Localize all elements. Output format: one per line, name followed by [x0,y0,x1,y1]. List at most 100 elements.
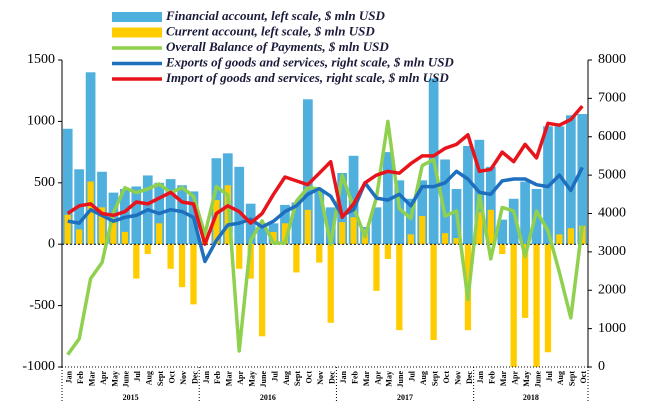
bar [371,207,382,245]
x-tick-label: Oct [579,371,588,384]
legend-label: Financial account, left scale, $ mln USD [165,8,385,23]
x-tick-label: May [522,371,531,387]
x-tick-label: Sept [293,371,302,386]
x-tick-label: Aug [419,371,428,385]
bar [87,181,94,245]
bar [533,244,540,367]
bar [167,244,174,269]
bar [485,166,496,245]
bar [156,223,163,245]
y2-tick-label: 4000 [598,206,626,221]
legend-swatch [112,27,162,38]
x-tick-label: Feb [213,370,222,383]
y-tick-label: 1500 [27,52,55,67]
bar [521,244,529,318]
bar [497,219,508,245]
bar [325,207,336,245]
legend-label: Current account, left scale, $ mln USD [166,23,375,38]
x-tick-label: Jul [408,370,417,381]
x-tick-label: Aug [556,371,565,385]
x-tick-label: Mar [499,371,508,387]
y-tick-label: -1000 [22,359,55,374]
x-tick-label: June [533,371,542,388]
bar [64,214,71,245]
x-tick-label: Apr [236,371,245,385]
year-label: 2016 [260,393,276,401]
bar [396,244,403,331]
bar [62,128,73,245]
x-tick-label: Sept [430,371,439,386]
bar [234,166,245,245]
x-tick-label: June [122,371,131,388]
x-tick-label: Jul [133,370,142,381]
x-tick-label: Jul [270,370,279,381]
bar [487,209,494,245]
year-label: 2015 [123,393,139,401]
bar [121,231,129,245]
bar [556,234,563,245]
bar [339,222,346,245]
bar [133,244,140,279]
x-tick-label: Feb [76,370,85,383]
x-tick-label: Jan [65,370,74,383]
x-tick-label: Jan [476,370,485,383]
y2-tick-label: 5000 [598,167,626,182]
x-tick-label: Apr [99,371,108,385]
bar [291,202,302,245]
x-tick-label: Mar [87,371,96,387]
x-tick-label: Dec [190,371,199,384]
bar [508,198,519,245]
x-tick-label: May [248,371,257,387]
legend-label: Exports of goods and services, right sca… [165,54,454,69]
x-tick-label: May [385,371,394,387]
bar [258,244,266,337]
bar [98,207,106,245]
bar [440,159,450,245]
y2-tick-label: 1000 [598,321,626,336]
x-tick-label: Jul [545,370,554,381]
bar [110,218,117,245]
bar [270,231,277,245]
bar [476,212,483,245]
bar [177,185,187,245]
x-tick-label: Dec [465,371,474,384]
y2-tick-label: 7000 [598,91,626,106]
bar [236,244,243,269]
bar [417,180,428,245]
y2-tick-label: 6000 [598,129,626,144]
bar [577,114,588,245]
y-tick-label: 500 [34,175,55,190]
x-tick-label: Aug [145,371,154,385]
bar [190,244,197,305]
bar [316,244,323,263]
bar [567,228,574,245]
bar [441,233,449,245]
bar [350,217,357,245]
bar [430,244,437,340]
y-tick-label: 1000 [27,114,55,129]
bar [510,244,517,367]
bar [373,244,380,291]
x-tick-label: Apr [511,371,520,385]
bar [348,155,359,245]
x-tick-label: Apr [373,371,382,385]
bar [544,244,552,353]
bar [165,179,176,245]
bar [85,72,96,245]
x-tick-label: Nov [316,371,325,385]
bar [520,181,530,245]
x-tick-label: May [110,371,119,387]
bar [314,191,325,245]
x-tick-label: June [259,371,268,388]
x-tick-label: Jan [339,370,348,383]
bar [394,180,405,245]
bar [327,244,334,323]
bar [565,115,576,245]
bar [405,198,416,245]
bar [419,215,426,245]
x-tick-label: Feb [488,370,497,383]
bar [384,244,392,259]
y-tick-label: 0 [48,236,55,251]
x-tick-label: Mar [362,371,371,387]
x-tick-label: Mar [225,371,234,387]
